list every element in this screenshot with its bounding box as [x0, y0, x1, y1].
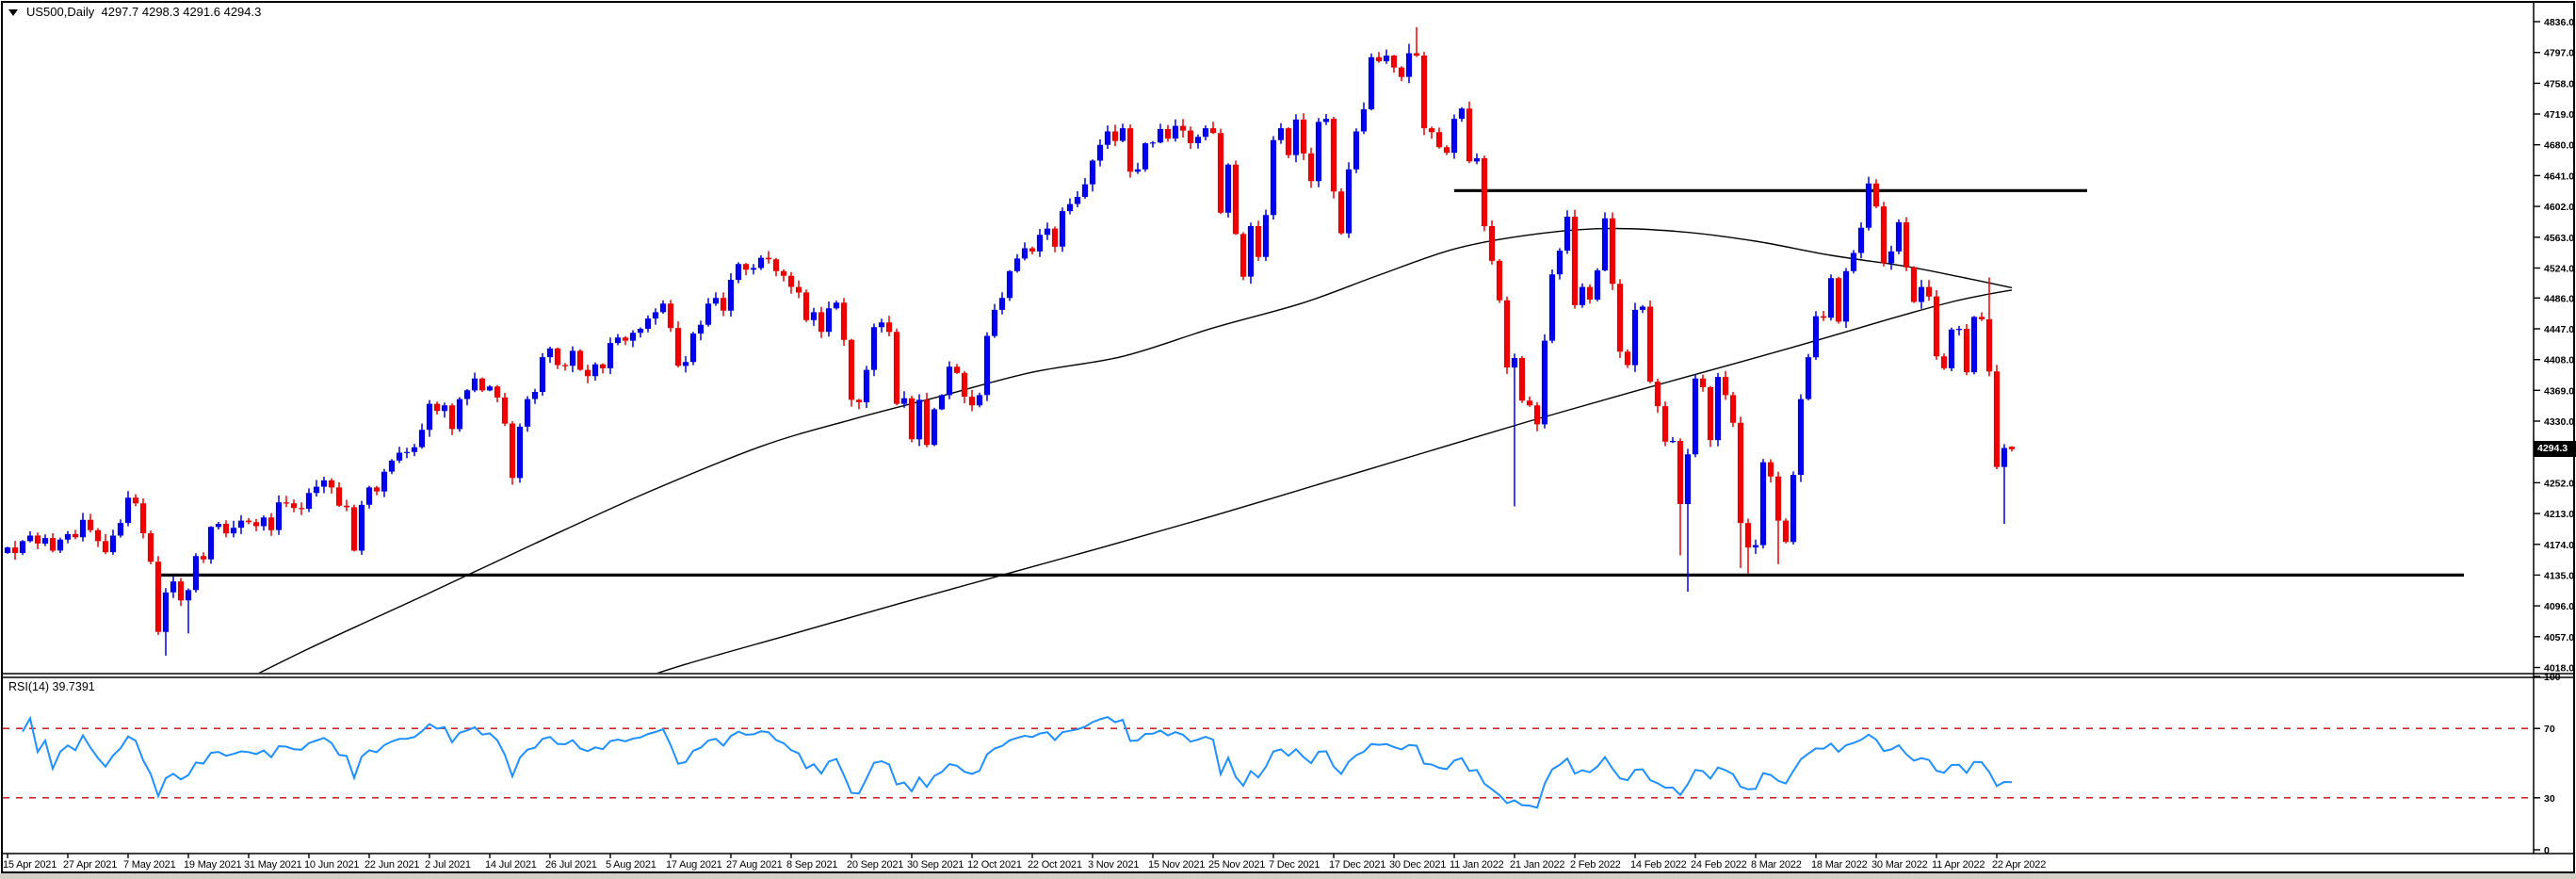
svg-text:3 Nov 2021: 3 Nov 2021 [1088, 859, 1139, 871]
svg-text:19 May 2021: 19 May 2021 [184, 859, 241, 871]
svg-text:22 Jun 2021: 22 Jun 2021 [365, 859, 419, 871]
svg-text:14 Jul 2021: 14 Jul 2021 [485, 859, 537, 871]
svg-text:24 Feb 2022: 24 Feb 2022 [1691, 859, 1747, 871]
svg-text:4057.0: 4057.0 [2544, 632, 2574, 643]
symbol-ohlc-text: US500,Daily 4297.7 4298.3 4291.6 4294.3 [26, 5, 262, 19]
svg-text:27 Aug 2021: 27 Aug 2021 [726, 859, 783, 871]
candles-down [11, 26, 2016, 635]
svg-text:14 Feb 2022: 14 Feb 2022 [1630, 859, 1687, 871]
svg-text:18 Mar 2022: 18 Mar 2022 [1811, 859, 1868, 871]
ma-fast-line[interactable] [219, 227, 2013, 693]
svg-text:26 Jul 2021: 26 Jul 2021 [545, 859, 597, 871]
svg-text:100: 100 [2544, 672, 2561, 683]
svg-text:70: 70 [2544, 724, 2555, 735]
svg-text:27 Apr 2021: 27 Apr 2021 [63, 859, 117, 871]
svg-text:4447.0: 4447.0 [2544, 324, 2574, 335]
svg-text:22 Apr 2022: 22 Apr 2022 [1992, 859, 2046, 871]
rsi-indicator-label: RSI(14) 39.7391 [8, 680, 95, 693]
svg-text:17 Aug 2021: 17 Aug 2021 [666, 859, 722, 871]
svg-text:4096.0: 4096.0 [2544, 601, 2574, 612]
current-price-tag: 4294.3 [2534, 441, 2576, 457]
svg-text:4797.0: 4797.0 [2544, 48, 2574, 59]
svg-text:4524.0: 4524.0 [2544, 264, 2574, 275]
svg-text:4018.0: 4018.0 [2544, 663, 2574, 675]
svg-text:17 Dec 2021: 17 Dec 2021 [1329, 859, 1385, 871]
rsi-scale[interactable]: 100 70 30 0 [2534, 672, 2561, 856]
svg-text:12 Oct 2021: 12 Oct 2021 [967, 859, 1022, 871]
svg-text:4135.0: 4135.0 [2544, 570, 2574, 581]
svg-text:15 Apr 2021: 15 Apr 2021 [3, 859, 57, 871]
symbol-ohlc-header: US500,Daily 4297.7 4298.3 4291.6 4294.3 [8, 5, 261, 19]
svg-text:4758.0: 4758.0 [2544, 78, 2574, 90]
svg-text:22 Oct 2021: 22 Oct 2021 [1028, 859, 1082, 871]
svg-text:4719.0: 4719.0 [2544, 109, 2574, 121]
window-bottom-edge [0, 873, 2576, 879]
svg-text:4563.0: 4563.0 [2544, 233, 2574, 244]
svg-text:0: 0 [2544, 845, 2550, 856]
svg-text:4369.0: 4369.0 [2544, 385, 2574, 397]
svg-text:11 Apr 2022: 11 Apr 2022 [1932, 859, 1985, 871]
svg-text:30 Mar 2022: 30 Mar 2022 [1871, 859, 1928, 871]
svg-text:10 Jun 2021: 10 Jun 2021 [304, 859, 359, 871]
svg-text:4602.0: 4602.0 [2544, 202, 2574, 213]
svg-text:4174.0: 4174.0 [2544, 540, 2574, 551]
svg-text:4252.0: 4252.0 [2544, 478, 2574, 489]
svg-text:2 Feb 2022: 2 Feb 2022 [1570, 859, 1621, 871]
svg-text:8 Mar 2022: 8 Mar 2022 [1751, 859, 1802, 871]
svg-text:4680.0: 4680.0 [2544, 140, 2574, 152]
svg-text:25 Nov 2021: 25 Nov 2021 [1208, 859, 1265, 871]
svg-text:7 Dec 2021: 7 Dec 2021 [1269, 859, 1320, 871]
rsi-level-lines [3, 727, 2540, 799]
svg-text:30 Dec 2021: 30 Dec 2021 [1389, 859, 1446, 871]
symbol-dropdown-icon[interactable] [8, 9, 18, 16]
svg-text:31 May 2021: 31 May 2021 [244, 859, 301, 871]
ma-slow-line[interactable] [595, 289, 2013, 693]
price-axis[interactable]: 4836.0 4797.0 4758.0 4719.0 4680.0 4641.… [2534, 17, 2574, 675]
svg-text:21 Jan 2022: 21 Jan 2022 [1510, 859, 1564, 871]
candles-up [4, 43, 2008, 656]
time-axis[interactable]: 15 Apr 2021 27 Apr 2021 7 May 2021 19 Ma… [3, 854, 2046, 871]
svg-text:4408.0: 4408.0 [2544, 355, 2574, 366]
svg-text:4486.0: 4486.0 [2544, 293, 2574, 304]
svg-text:4213.0: 4213.0 [2544, 509, 2574, 520]
svg-text:11 Jan 2022: 11 Jan 2022 [1450, 859, 1504, 871]
svg-text:30: 30 [2544, 793, 2555, 805]
svg-text:4641.0: 4641.0 [2544, 171, 2574, 182]
svg-text:20 Sep 2021: 20 Sep 2021 [847, 859, 903, 871]
svg-text:4330.0: 4330.0 [2544, 416, 2574, 428]
rsi-line [22, 715, 2013, 809]
svg-text:4836.0: 4836.0 [2544, 17, 2574, 28]
svg-text:15 Nov 2021: 15 Nov 2021 [1148, 859, 1205, 871]
svg-text:8 Sep 2021: 8 Sep 2021 [786, 859, 837, 871]
svg-text:2 Jul 2021: 2 Jul 2021 [425, 859, 471, 871]
svg-text:30 Sep 2021: 30 Sep 2021 [907, 859, 964, 871]
svg-text:5 Aug 2021: 5 Aug 2021 [606, 859, 656, 871]
svg-text:7 May 2021: 7 May 2021 [123, 859, 176, 871]
